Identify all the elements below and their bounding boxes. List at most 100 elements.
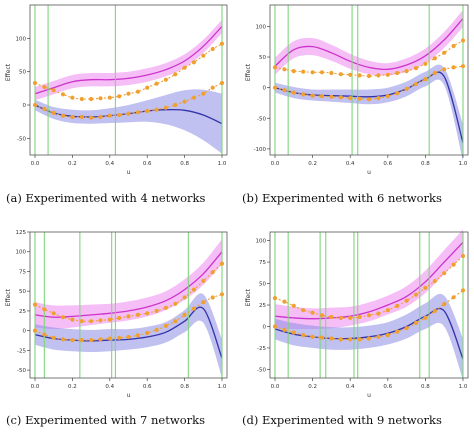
- data-point-orange: [117, 94, 122, 99]
- data-point-orange: [413, 320, 419, 326]
- data-point-orange: [51, 335, 56, 340]
- data-point-orange: [89, 115, 94, 120]
- data-point-orange: [219, 261, 225, 266]
- data-point-orange: [51, 110, 56, 116]
- data-point-orange: [404, 326, 409, 331]
- data-point-orange: [191, 306, 196, 311]
- x-axis-label: u: [127, 169, 131, 176]
- y-tick-label: 50: [19, 70, 26, 76]
- data-point-orange: [329, 336, 334, 341]
- series-dotted-line-orange: [274, 289, 464, 340]
- data-point-orange: [79, 114, 84, 120]
- data-point-orange: [357, 314, 362, 320]
- data-point-orange: [348, 72, 353, 77]
- data-point-orange: [210, 270, 215, 275]
- data-point-orange: [201, 300, 206, 305]
- x-axis-label: u: [367, 392, 371, 399]
- data-point-orange: [451, 262, 456, 267]
- data-point-orange: [154, 308, 159, 313]
- series-line-blue: [274, 71, 464, 143]
- data-point-orange: [338, 315, 343, 320]
- data-point-orange: [135, 110, 140, 115]
- panel-c: -50 -25 0 25 50 75 100 125 0.0 0.2 0.4 0.6 0.8 1.0 u Ef…: [5, 230, 228, 399]
- data-point-orange: [366, 73, 372, 79]
- data-point-orange: [163, 323, 168, 328]
- data-point-orange: [135, 333, 140, 338]
- data-point-orange: [219, 80, 225, 86]
- data-point-orange: [460, 253, 466, 259]
- data-point-orange: [32, 80, 38, 86]
- data-point-orange: [395, 329, 400, 334]
- data-point-orange: [117, 335, 122, 340]
- y-tick-label: 75: [259, 260, 266, 266]
- data-point-orange: [173, 102, 178, 108]
- plot-frame: [29, 4, 228, 156]
- data-point-orange: [385, 333, 390, 338]
- data-point-orange: [173, 319, 178, 324]
- data-point-orange: [173, 72, 178, 77]
- data-point-orange: [310, 70, 315, 75]
- data-point-orange: [357, 96, 362, 101]
- x-axis-label: u: [127, 392, 131, 399]
- data-point-orange: [107, 95, 112, 100]
- data-point-orange: [182, 99, 187, 104]
- x-tick-label: 0.8: [180, 384, 189, 390]
- data-point-orange: [89, 319, 94, 324]
- data-point-orange: [366, 313, 372, 318]
- data-point-orange: [42, 332, 47, 337]
- series-dotted-line-orange: [34, 293, 223, 341]
- data-point-orange: [319, 335, 325, 340]
- data-point-orange: [404, 86, 409, 91]
- data-point-orange: [282, 88, 287, 93]
- x-tick-label: 0.6: [143, 384, 152, 390]
- data-point-orange: [442, 271, 447, 276]
- data-point-orange: [460, 64, 466, 69]
- data-point-orange: [107, 317, 112, 322]
- x-tick-label: 0.0: [271, 161, 280, 167]
- y-tick-label: 100: [16, 250, 27, 256]
- x-tick-label: 0.8: [421, 384, 430, 390]
- data-point-orange: [98, 96, 103, 101]
- data-point-orange: [219, 292, 225, 297]
- caption-d: (d) Experimented with 9 networks: [242, 413, 442, 427]
- data-point-orange: [42, 84, 47, 90]
- data-point-orange: [107, 113, 112, 118]
- data-point-orange: [163, 77, 168, 82]
- data-point-orange: [460, 288, 466, 293]
- data-point-orange: [51, 311, 56, 316]
- x-tick-label: 0.2: [68, 384, 77, 390]
- data-point-orange: [432, 70, 437, 76]
- data-point-orange: [79, 338, 84, 343]
- data-point-orange: [423, 315, 428, 320]
- data-point-orange: [301, 69, 306, 74]
- x-tick-label: 0.4: [346, 161, 355, 167]
- data-point-orange: [395, 303, 400, 308]
- data-point-orange: [182, 295, 187, 300]
- data-point-orange: [291, 330, 296, 335]
- data-point-orange: [272, 65, 278, 70]
- data-point-orange: [310, 310, 315, 315]
- data-point-orange: [154, 81, 159, 86]
- data-point-orange: [432, 308, 437, 314]
- data-point-orange: [154, 327, 159, 332]
- data-point-orange: [154, 107, 159, 112]
- data-point-orange: [60, 337, 66, 342]
- data-point-orange: [60, 113, 66, 118]
- data-point-orange: [79, 96, 84, 102]
- confidence-band-blue: [275, 64, 463, 162]
- y-tick-label: 0: [23, 329, 27, 335]
- data-point-orange: [348, 315, 353, 320]
- data-point-orange: [385, 94, 390, 99]
- caption-c: (c) Experimented with 7 networks: [6, 413, 205, 427]
- data-point-orange: [210, 295, 215, 300]
- y-axis-label: Effect: [245, 63, 252, 81]
- y-axis-label: Effect: [245, 288, 252, 306]
- data-point-orange: [376, 73, 381, 78]
- y-tick-label: 50: [259, 55, 266, 61]
- data-point-orange: [191, 60, 196, 65]
- data-point-orange: [310, 93, 315, 98]
- series-line-magenta: [274, 18, 464, 71]
- plot-frame: [29, 231, 228, 379]
- data-point-orange: [210, 85, 215, 90]
- data-point-orange: [98, 318, 103, 323]
